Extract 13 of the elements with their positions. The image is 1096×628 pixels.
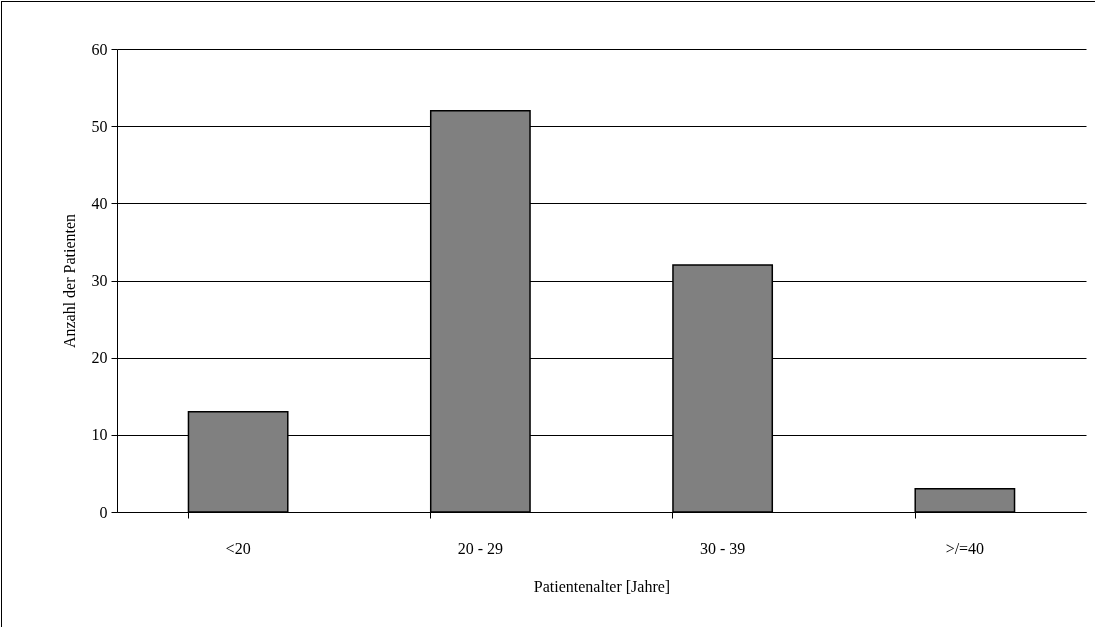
y-axis-title: Anzahl der Patienten	[60, 213, 78, 349]
y-tick-label: 30	[91, 272, 108, 289]
y-tick-label: 20	[91, 349, 108, 367]
x-tick-label: >/=40	[945, 539, 985, 557]
x-tick-label: 30 - 39	[699, 539, 746, 557]
x-axis-title: Patientenalter [Jahre]	[533, 577, 671, 595]
y-tick-label: 0	[99, 503, 108, 521]
y-tick-label: 40	[91, 194, 108, 212]
x-tick-label: <20	[225, 539, 251, 557]
y-tick-label: 50	[91, 117, 108, 135]
y-tick-label: 60	[91, 40, 108, 58]
x-tick-label: 20 - 29	[457, 539, 504, 557]
y-tick-label: 10	[91, 426, 108, 444]
